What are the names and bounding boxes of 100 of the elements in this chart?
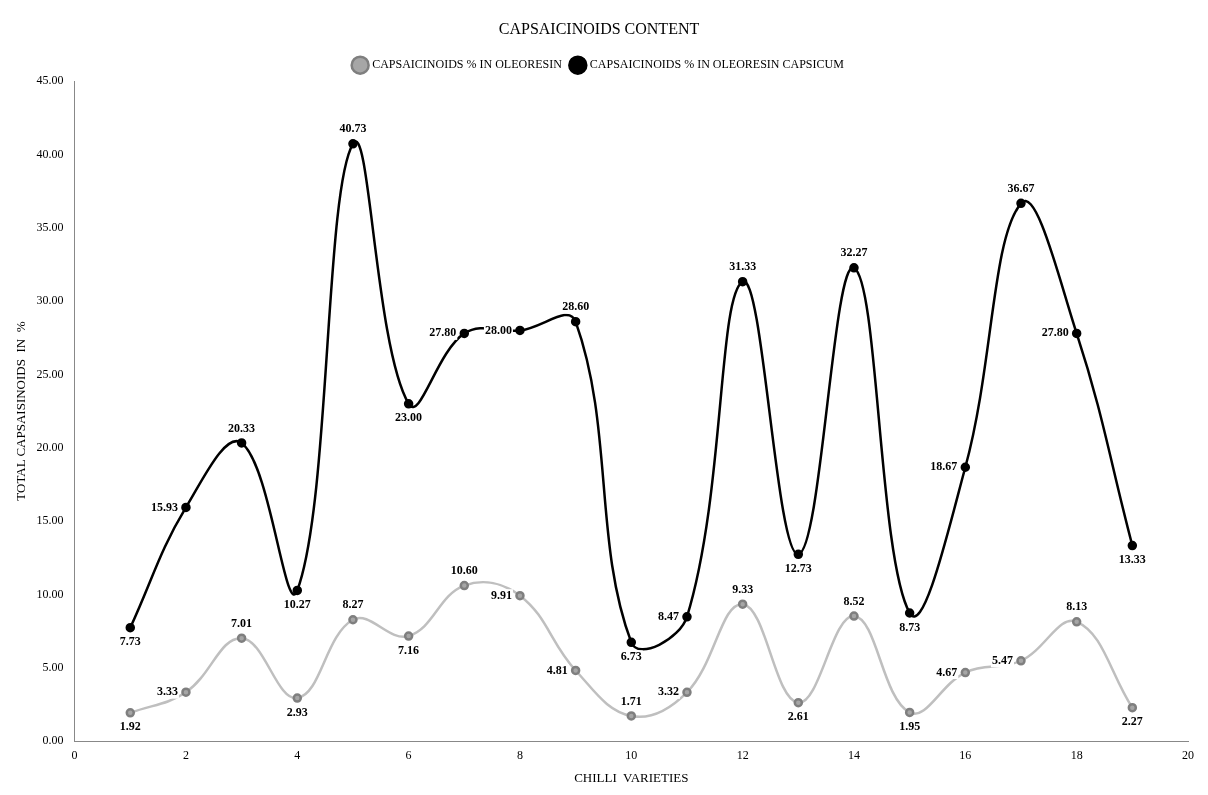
data-label: 7.16 <box>398 642 420 657</box>
point <box>570 316 581 327</box>
data-label: 3.32 <box>657 684 679 699</box>
data-label: 10.27 <box>283 597 311 612</box>
data-label: 1.95 <box>899 719 921 733</box>
x-tick-label: 0 <box>71 748 78 763</box>
point <box>793 697 804 708</box>
y-axis-title: TOTAL CAPSAISINOIDS IN % <box>13 321 29 501</box>
point <box>737 599 748 609</box>
point <box>1071 617 1082 627</box>
data-label: 10.60 <box>450 563 478 578</box>
x-tick-label: 16 <box>959 748 972 763</box>
x-tick-label: 18 <box>1070 748 1083 763</box>
y-tick-label: 5.00 <box>42 659 64 674</box>
data-label: 12.73 <box>784 560 812 575</box>
data-label: 40.73 <box>339 121 367 136</box>
legend-label: CAPSAICINOIDS % IN OLEORESIN CAPSICUM <box>589 57 845 72</box>
data-label: 5.47 <box>991 652 1013 667</box>
point <box>904 608 915 618</box>
y-tick-label: 15.00 <box>36 513 64 528</box>
data-label: 7.01 <box>231 615 253 630</box>
data-label: 32.27 <box>840 245 868 260</box>
data-label: 2.93 <box>286 704 308 719</box>
point <box>1127 702 1138 713</box>
y-tick-label: 10.00 <box>36 586 64 601</box>
point <box>1127 540 1138 551</box>
data-label: 7.73 <box>119 634 141 649</box>
chart-title: CAPSAICINOIDS CONTENT <box>498 19 700 37</box>
x-tick-label: 6 <box>405 748 412 763</box>
data-label: 13.33 <box>1118 552 1146 567</box>
point <box>849 611 859 621</box>
point <box>626 711 637 721</box>
point <box>348 139 358 149</box>
data-label: 23.00 <box>395 410 423 425</box>
x-tick-label: 8 <box>516 748 523 763</box>
x-tick-label: 12 <box>736 748 749 763</box>
point <box>181 502 191 513</box>
point <box>459 580 470 591</box>
y-tick-label: 20.00 <box>36 439 64 454</box>
point <box>737 276 748 287</box>
data-label: 8.47 <box>657 608 679 623</box>
data-label: 9.91 <box>490 587 512 602</box>
point <box>1016 656 1026 666</box>
point <box>459 328 470 339</box>
data-label: 27.80 <box>429 325 457 340</box>
data-label: 4.81 <box>546 662 568 677</box>
data-label: 1.71 <box>620 693 642 708</box>
point <box>403 399 414 409</box>
x-tick-label: 14 <box>847 748 860 763</box>
data-label: 1.92 <box>119 719 141 734</box>
point <box>125 622 136 633</box>
point <box>403 631 414 641</box>
point <box>849 263 859 273</box>
data-label: 6.73 <box>620 648 642 663</box>
y-tick-label: 40.00 <box>36 146 64 161</box>
point <box>1071 328 1082 339</box>
point <box>960 462 971 473</box>
y-tick-label: 0.00 <box>42 733 64 748</box>
data-label: 2.27 <box>1121 714 1143 729</box>
data-label: 3.33 <box>156 684 178 699</box>
point <box>570 665 581 676</box>
point <box>292 585 303 596</box>
point <box>348 614 358 625</box>
point <box>292 693 303 703</box>
x-tick-label: 2 <box>182 748 189 763</box>
point <box>1016 198 1026 209</box>
point <box>236 633 247 643</box>
data-label: 18.67 <box>930 459 958 474</box>
point <box>515 325 525 336</box>
data-label: 8.13 <box>1066 599 1088 614</box>
data-label: 20.33 <box>228 420 256 435</box>
data-label: 2.61 <box>787 709 809 724</box>
data-label: 8.27 <box>342 597 364 612</box>
point <box>682 612 692 622</box>
point <box>515 590 525 601</box>
y-tick-label: 25.00 <box>36 366 64 381</box>
point <box>960 667 971 678</box>
point <box>793 549 804 560</box>
data-label: 8.52 <box>843 593 865 608</box>
x-tick-label: 4 <box>294 748 301 763</box>
x-tick-label: 10 <box>625 748 638 763</box>
point <box>236 438 247 448</box>
data-label: 31.33 <box>729 259 757 274</box>
y-tick-label: 45.00 <box>36 73 64 88</box>
data-label: 4.67 <box>936 664 958 679</box>
x-axis-title: CHILLI VARIETIES <box>574 769 689 785</box>
point <box>626 637 637 648</box>
data-label: 15.93 <box>150 499 178 514</box>
data-label: 8.73 <box>899 619 921 634</box>
data-label: 28.00 <box>484 322 512 337</box>
y-tick-label: 30.00 <box>36 293 64 308</box>
data-label: 28.60 <box>562 299 590 314</box>
point <box>904 707 915 718</box>
point <box>125 708 136 718</box>
x-tick-label: 20 <box>1182 748 1194 763</box>
legend-label: CAPSAICINOIDS % IN OLEORESIN <box>372 57 563 72</box>
point <box>181 687 191 697</box>
data-label: 27.80 <box>1041 325 1069 340</box>
data-label: 36.67 <box>1007 180 1035 195</box>
y-tick-label: 35.00 <box>36 219 64 234</box>
